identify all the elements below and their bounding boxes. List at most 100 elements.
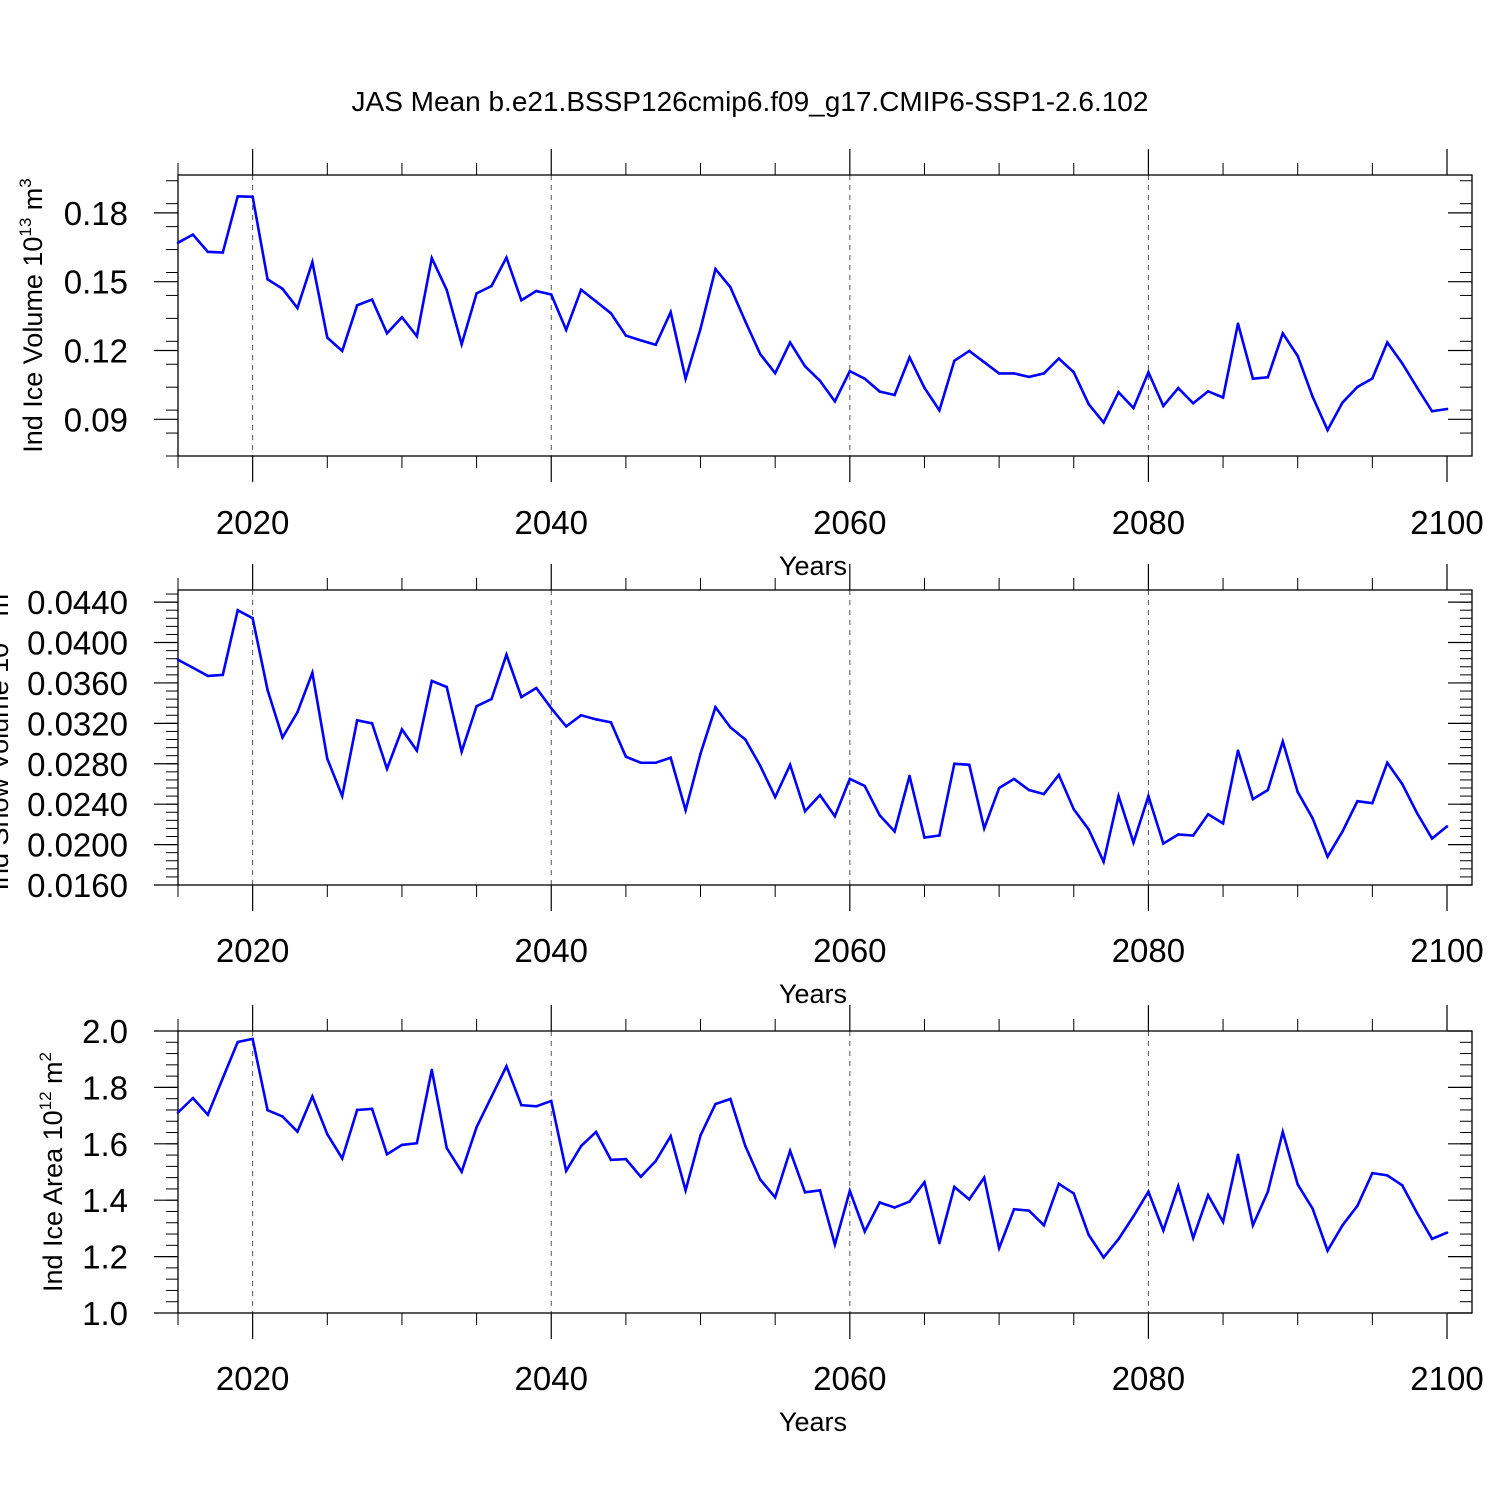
x-tick-label: 2060 [813,504,886,541]
data-point [803,809,807,813]
data-point [908,774,911,778]
chart-panel-1: 2020 2040 2060 2080 2100 Years 0.09 0.12 0.15 0.1… [16,149,1484,581]
data-point [788,763,792,767]
data-point [340,349,344,353]
y-tick-label: 0.0400 [27,625,128,662]
data-point [982,827,986,830]
data-point [699,327,702,330]
data-point [1266,376,1270,379]
x-tick-label: 2100 [1410,1360,1483,1397]
y-axis-title-unit: m [38,1061,68,1091]
data-point [355,719,359,722]
data-point [236,1040,240,1044]
data-point [878,390,881,393]
series-line [177,1037,1448,1260]
data-point [1191,834,1195,837]
data-point [654,761,658,765]
data-point [1162,842,1165,845]
data-point [848,777,852,781]
data-point [1281,1130,1285,1134]
data-point [982,360,986,364]
data-point [1385,1174,1389,1177]
data-point [1415,1211,1419,1215]
y-tick-label: 2.0 [82,1013,128,1050]
data-point [714,267,717,271]
data-point [1027,788,1031,792]
data-point [445,1146,449,1150]
data-point [848,369,852,373]
data-point [535,289,538,293]
data-point [385,1152,389,1156]
y-tick-label: 1.0 [82,1295,128,1332]
y-axis-title-text: Ind Snow Volume 10 [0,643,14,891]
data-point [818,1189,822,1192]
data-point [1072,1192,1076,1195]
data-point [355,1108,359,1112]
data-point [1251,377,1255,380]
data-point [475,292,478,295]
x-tick-label: 2040 [515,1360,588,1397]
y-axis-title-text: Ind Ice Volume 10 [18,237,48,453]
data-point [788,341,792,344]
data-point [325,336,329,339]
y-tick-label: 0.0320 [27,705,128,742]
data-point [1191,1236,1195,1240]
y-tick-label: 0.0360 [27,665,128,702]
y-tick-label: 1.6 [82,1126,128,1163]
data-point [878,813,881,817]
y-axis-title-unit: m [18,188,48,218]
data-point [803,1191,807,1194]
data-point [684,377,687,380]
data-point [729,726,732,729]
data-point [609,312,613,315]
data-point [191,1096,195,1100]
data-point [1087,1233,1090,1237]
y-axis-title-text: Ind Ice Area 10 [38,1110,68,1292]
data-point [967,763,971,767]
data-point [997,1246,1001,1250]
data-point [1296,790,1300,794]
x-tick-label: 2040 [515,932,588,969]
data-point [1102,421,1105,424]
data-point [1266,1190,1270,1194]
data-point [340,794,344,798]
data-point [639,761,643,765]
data-point [236,608,240,612]
data-point [1236,1153,1240,1157]
data-point [1102,1256,1105,1259]
data-point [1326,428,1329,432]
data-point [624,334,628,337]
data-point [490,1095,493,1099]
data-point [296,1130,299,1133]
data-point [1415,811,1419,815]
data-point [818,793,822,797]
data-point [1430,837,1434,840]
data-point [191,666,195,670]
data-point [176,1111,180,1114]
data-point [1087,828,1090,831]
data-point [1042,372,1046,375]
data-point [908,1200,911,1203]
x-tick-label: 2060 [813,932,886,969]
data-point [923,386,926,390]
data-point [1206,390,1210,393]
data-point [609,721,613,724]
data-point [1162,404,1165,408]
data-point [1132,1214,1135,1218]
data-point [729,285,732,289]
data-point [370,298,374,301]
data-point [370,1107,374,1111]
data-point [1296,1183,1300,1186]
y-axis-title-unit-exp: 2 [36,1052,55,1061]
data-point [1415,386,1419,389]
y-axis-title: Ind Ice Area 1012 m2 [36,1052,68,1292]
data-point [1385,341,1389,344]
data-point [1132,841,1135,844]
data-point [1147,794,1150,798]
data-point [1326,1249,1329,1252]
data-point [281,736,284,739]
y-tick-label: 0.18 [64,195,128,232]
data-point [1176,833,1180,836]
data-point [594,718,598,721]
x-axis-title: Years [779,1407,847,1437]
